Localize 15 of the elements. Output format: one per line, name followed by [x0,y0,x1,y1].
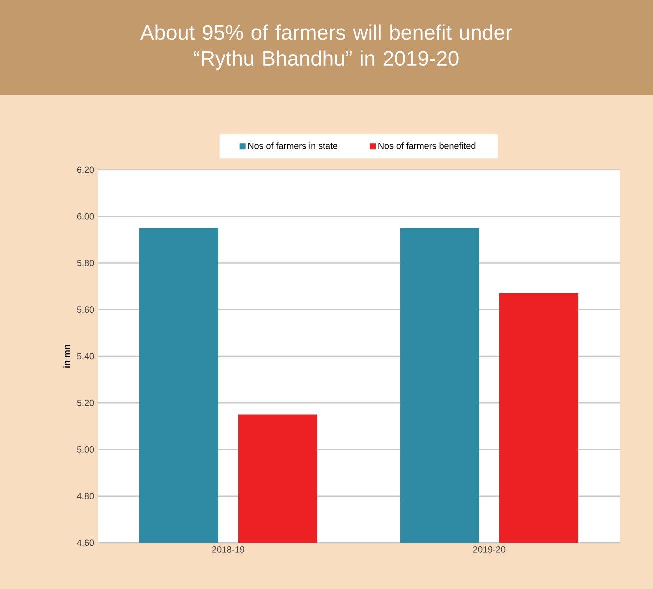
x-tick-label: 2019-20 [474,546,506,553]
y-tick-label: 5.60 [77,306,94,314]
y-tick-label: 5.40 [77,353,94,360]
y-tick-label: 4.60 [77,540,94,546]
legend-label: Nos of farmers in state [248,142,338,150]
y-tick-label: 4.80 [77,493,94,500]
y-axis-title: in mn [64,345,70,368]
y-tick-label: 5.80 [77,260,94,266]
y-tick-label: 5.00 [77,446,94,453]
y-tick-label: 6.00 [77,213,94,220]
chart-title: About 95% of farmers will benefit under “Rythu Bhandhu” in 2019-20 [140,24,512,70]
y-tick-label: 5.20 [77,400,94,406]
y-tick-label: 6.20 [77,166,94,174]
legend-label: Nos of farmers benefited [378,142,476,150]
x-tick-label: 2018-19 [212,546,245,553]
